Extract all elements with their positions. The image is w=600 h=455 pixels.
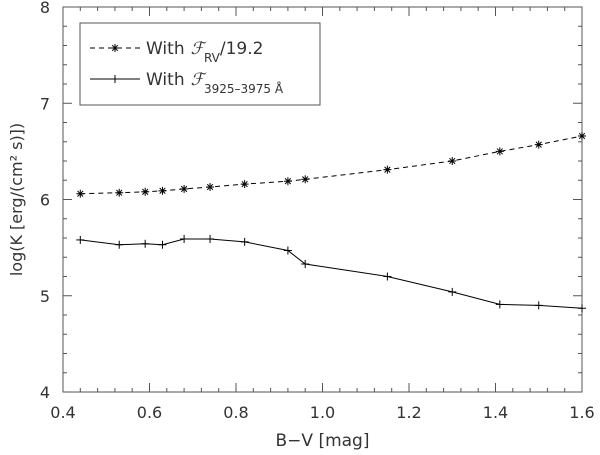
asterisk-marker bbox=[141, 187, 150, 196]
series-line bbox=[80, 238, 583, 309]
marker-stroke bbox=[77, 190, 84, 197]
legend-symbol: ℱ bbox=[191, 70, 208, 90]
plus-marker bbox=[180, 234, 189, 243]
asterisk-marker bbox=[180, 184, 189, 193]
marker-stroke bbox=[180, 185, 188, 193]
x-axis-label: B−V [mag] bbox=[276, 431, 370, 451]
legend-word: With bbox=[146, 70, 185, 90]
legend-symbol: ℱ bbox=[191, 39, 208, 59]
legend-entry-0: With ℱRV/19.2 bbox=[90, 39, 263, 65]
x-tick-label: 1.0 bbox=[310, 403, 335, 422]
marker-stroke bbox=[142, 188, 149, 195]
asterisk-marker bbox=[206, 182, 215, 191]
marker-stroke bbox=[578, 132, 586, 140]
asterisk-marker bbox=[448, 157, 457, 165]
legend-subscript: 3925–3975 Å bbox=[204, 81, 284, 96]
marker-stroke bbox=[449, 157, 456, 165]
legend-box bbox=[79, 22, 321, 106]
marker-stroke bbox=[535, 141, 542, 148]
plus-marker bbox=[76, 235, 85, 244]
marker-stroke bbox=[284, 178, 292, 185]
asterisk-marker bbox=[301, 175, 310, 184]
x-tick-label: 1.6 bbox=[569, 403, 594, 422]
legend-subscript: RV bbox=[204, 51, 221, 65]
marker-stroke bbox=[241, 180, 248, 188]
marker-stroke bbox=[116, 189, 123, 196]
y-tick-label: 4 bbox=[40, 383, 50, 402]
marker-stroke bbox=[496, 148, 503, 155]
series-line bbox=[80, 135, 583, 195]
plus-marker bbox=[383, 272, 392, 281]
marker-stroke bbox=[206, 183, 214, 191]
x-tick-label: 0.4 bbox=[50, 403, 75, 422]
plus-marker bbox=[495, 300, 504, 309]
marker-stroke bbox=[384, 166, 391, 173]
marker-stroke bbox=[111, 44, 119, 52]
asterisk-marker bbox=[578, 131, 586, 140]
asterisk-marker bbox=[534, 140, 543, 149]
plus-marker bbox=[158, 240, 167, 249]
series-1 bbox=[76, 234, 586, 313]
asterisk-marker bbox=[115, 188, 124, 197]
x-tick-label: 1.4 bbox=[483, 403, 508, 422]
plus-marker bbox=[115, 240, 124, 249]
plus-marker bbox=[240, 237, 249, 246]
legend-suffix: /19.2 bbox=[220, 39, 264, 59]
series-0 bbox=[76, 131, 586, 198]
y-tick-label: 6 bbox=[40, 191, 50, 210]
x-tick-label: 0.6 bbox=[137, 403, 162, 422]
asterisk-marker bbox=[76, 189, 85, 198]
plus-marker bbox=[448, 287, 457, 296]
x-tick-label: 0.8 bbox=[223, 403, 248, 422]
marker-stroke bbox=[302, 176, 309, 183]
plus-marker bbox=[206, 234, 215, 243]
legend-word: With bbox=[146, 39, 185, 59]
legend-entry-1: With ℱ3925–3975 Å bbox=[90, 70, 284, 96]
asterisk-marker bbox=[158, 186, 167, 195]
y-tick-label: 7 bbox=[40, 94, 50, 113]
y-axis-label: log(K [erg/(cm² s)]) bbox=[7, 123, 26, 276]
asterisk-marker bbox=[240, 180, 249, 189]
plus-marker bbox=[111, 75, 119, 83]
axes: 0.4 0.6 0.8 1.0 1.2 1.4 1.6 4 5 6 7 8 B−V [mag] log(K… bbox=[7, 0, 595, 451]
y-tick-label: 5 bbox=[40, 287, 50, 306]
plus-marker bbox=[283, 246, 292, 255]
legend-label: With ℱ3925–3975 Å bbox=[146, 70, 284, 96]
plus-marker bbox=[578, 304, 586, 313]
x-tick-label: 1.2 bbox=[396, 403, 421, 422]
plus-marker bbox=[534, 301, 543, 310]
marker-stroke bbox=[159, 187, 166, 194]
asterisk-marker bbox=[283, 177, 292, 186]
plus-marker bbox=[141, 239, 150, 248]
series-layer bbox=[76, 131, 586, 313]
asterisk-marker bbox=[383, 165, 392, 174]
plus-marker bbox=[301, 259, 310, 268]
legend-label: With ℱRV/19.2 bbox=[146, 39, 263, 65]
asterisk-marker bbox=[111, 44, 119, 52]
y-tick-label: 8 bbox=[40, 0, 50, 17]
asterisk-marker bbox=[495, 147, 504, 156]
